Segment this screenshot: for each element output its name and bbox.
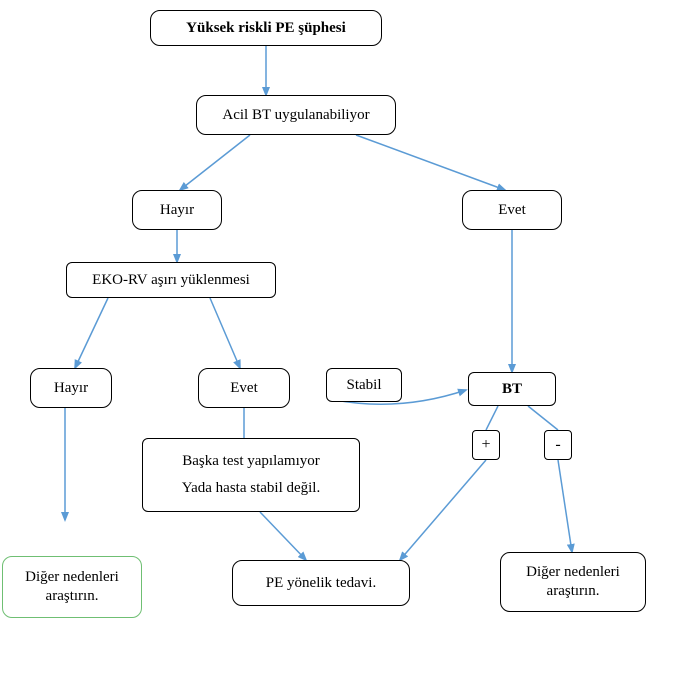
node-acil-bt: Acil BT uygulanabiliyor xyxy=(196,95,396,135)
node-hayir-2: Hayır xyxy=(30,368,112,408)
node-label-line: Diğer nedenleri xyxy=(25,568,119,587)
node-baska-test: Başka test yapılamıyor Yada hasta stabil… xyxy=(142,438,360,512)
node-title: Yüksek riskli PE şüphesi xyxy=(150,10,382,46)
node-eko-rv: EKO-RV aşırı yüklenmesi xyxy=(66,262,276,298)
node-label: - xyxy=(555,435,560,455)
node-label: Hayır xyxy=(160,201,194,220)
node-label: + xyxy=(481,435,490,455)
node-label: Stabil xyxy=(346,376,381,395)
node-label-line: araştırın. xyxy=(46,587,99,606)
node-hayir-1: Hayır xyxy=(132,190,222,230)
node-label: EKO-RV aşırı yüklenmesi xyxy=(92,271,250,290)
node-pe-tedavi: PE yönelik tedavi. xyxy=(232,560,410,606)
node-label-line: Başka test yapılamıyor xyxy=(182,452,319,471)
node-stabil: Stabil xyxy=(326,368,402,402)
node-label: Evet xyxy=(230,379,258,398)
node-evet-1: Evet xyxy=(462,190,562,230)
node-plus: + xyxy=(472,430,500,460)
node-diger-neden-right: Diğer nedenleri araştırın. xyxy=(500,552,646,612)
node-evet-2: Evet xyxy=(198,368,290,408)
node-label: BT xyxy=(502,380,522,399)
node-label: Hayır xyxy=(54,379,88,398)
node-bt: BT xyxy=(468,372,556,406)
node-label-line: Yada hasta stabil değil. xyxy=(182,479,320,498)
node-diger-neden-left: Diğer nedenleri araştırın. xyxy=(2,556,142,618)
node-label: PE yönelik tedavi. xyxy=(266,574,376,593)
node-minus: - xyxy=(544,430,572,460)
node-label-line: Diğer nedenleri xyxy=(526,563,620,582)
node-label: Acil BT uygulanabiliyor xyxy=(222,106,369,125)
node-label: Yüksek riskli PE şüphesi xyxy=(186,19,346,38)
flowchart-canvas: Yüksek riskli PE şüphesi Acil BT uygulan… xyxy=(0,0,679,676)
node-label: Evet xyxy=(498,201,526,220)
node-label-line: araştırın. xyxy=(547,582,600,601)
